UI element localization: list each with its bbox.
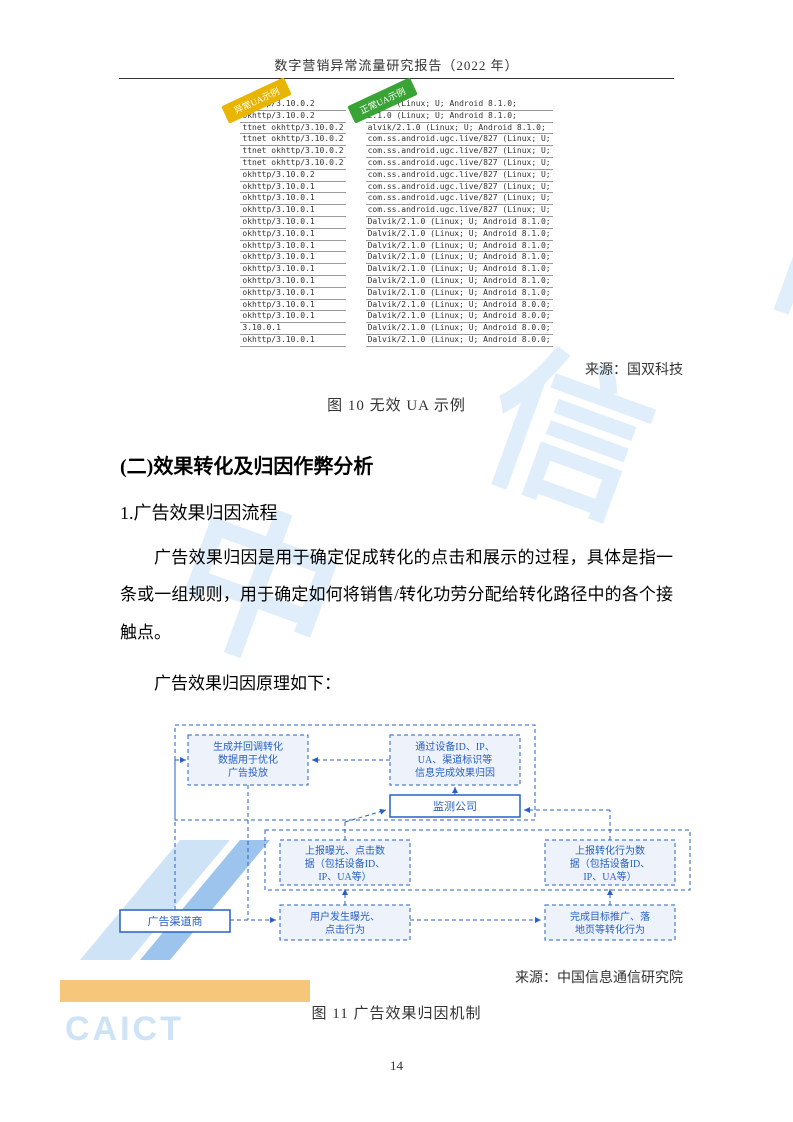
- ua-row: 2.1.0 (Linux; U; Android 8.1.0;: [366, 111, 553, 123]
- ua-right-column: 正常UA示例 2.1.0 (Linux; U; Android 8.1.0;2.…: [366, 99, 553, 347]
- ua-row: Dalvik/2.1.0 (Linux; U; Android 8.1.0;: [366, 264, 553, 276]
- header-title: 数字营销异常流量研究报告（2022 年）: [274, 58, 518, 73]
- ua-row: com.ss.android.ugc.live/827 (Linux; U;: [366, 205, 553, 217]
- attribution-flowchart: 生成并回调转化数据用于优化广告投放 通过设备ID、IP、UA、渠道标识等信息完成…: [100, 720, 693, 955]
- ua-row: okhttp/3.10.0.1: [240, 311, 345, 323]
- ua-row: ttnet okhttp/3.10.0.2: [240, 123, 345, 135]
- figure-10-caption: 图 10 无效 UA 示例: [120, 394, 673, 415]
- ua-row: 3.10.0.1: [240, 323, 345, 335]
- ua-left-column: 异常UA示例 okhttp/3.10.0.2okhttp/3.10.0.2ttn…: [240, 99, 345, 347]
- svg-text:通过设备ID、IP、UA、渠道标识等信息完成效果归因: 通过设备ID、IP、UA、渠道标识等信息完成效果归因: [415, 740, 495, 779]
- ua-row: com.ss.android.ugc.live/827 (Linux; U;: [366, 193, 553, 205]
- ua-row: com.ss.android.ugc.live/827 (Linux; U;: [366, 134, 553, 146]
- ua-row: Dalvik/2.1.0 (Linux; U; Android 8.1.0;: [366, 288, 553, 300]
- ua-row: ttnet okhttp/3.10.0.2: [240, 134, 345, 146]
- page-number: 14: [0, 1058, 793, 1074]
- ua-row: Dalvik/2.1.0 (Linux; U; Android 8.1.0;: [366, 252, 553, 264]
- ua-row: Dalvik/2.1.0 (Linux; U; Android 8.0.0;: [366, 300, 553, 312]
- ua-row: okhttp/3.10.0.1: [240, 241, 345, 253]
- section-heading-3: 1.广告效果归因流程: [120, 499, 673, 525]
- ua-row: okhttp/3.10.0.2: [240, 170, 345, 182]
- paragraph-1: 广告效果归因是用于确定促成转化的点击和展示的过程，具体是指一条或一组规则，用于确…: [120, 539, 673, 651]
- ua-row: com.ss.android.ugc.live/827 (Linux; U;: [366, 158, 553, 170]
- ua-row: com.ss.android.ugc.live/827 (Linux; U;: [366, 170, 553, 182]
- ua-row: com.ss.android.ugc.live/827 (Linux; U;: [366, 182, 553, 194]
- ua-row: Dalvik/2.1.0 (Linux; U; Android 8.1.0;: [366, 217, 553, 229]
- ua-row: Dalvik/2.1.0 (Linux; U; Android 8.0.0;: [366, 311, 553, 323]
- ua-row: Dalvik/2.1.0 (Linux; U; Android 8.0.0;: [366, 335, 553, 347]
- figure-11-source: 来源：中国信息通信研究院: [120, 967, 683, 987]
- ua-row: ttnet okhttp/3.10.0.2: [240, 146, 345, 158]
- ua-row: Dalvik/2.1.0 (Linux; U; Android 8.0.0;: [366, 323, 553, 335]
- ua-row: okhttp/3.10.0.1: [240, 288, 345, 300]
- figure-10-source: 来源：国双科技: [120, 359, 683, 379]
- ua-row: com.ss.android.ugc.live/827 (Linux; U;: [366, 146, 553, 158]
- figure-11-caption: 图 11 广告效果归因机制: [120, 1002, 673, 1023]
- ua-row: okhttp/3.10.0.1: [240, 182, 345, 194]
- page-header: 数字营销异常流量研究报告（2022 年）: [0, 0, 793, 79]
- header-rule: [119, 78, 674, 79]
- ua-row: okhttp/3.10.0.1: [240, 217, 345, 229]
- ua-row: okhttp/3.10.0.1: [240, 229, 345, 241]
- ua-row: ttnet okhttp/3.10.0.2: [240, 158, 345, 170]
- ua-row: okhttp/3.10.0.1: [240, 193, 345, 205]
- section-heading-2: (二)效果转化及归因作弊分析: [120, 450, 673, 479]
- ua-row: alvik/2.1.0 (Linux; U; Android 8.1.0;: [366, 123, 553, 135]
- ua-row: okhttp/3.10.0.1: [240, 205, 345, 217]
- ua-row: okhttp/3.10.0.1: [240, 276, 345, 288]
- paragraph-2: 广告效果归因原理如下：: [120, 665, 673, 702]
- ua-row: okhttp/3.10.0.1: [240, 300, 345, 312]
- ua-example-figure: 异常UA示例 okhttp/3.10.0.2okhttp/3.10.0.2ttn…: [120, 99, 673, 347]
- ua-row: okhttp/3.10.0.1: [240, 335, 345, 347]
- ua-row: okhttp/3.10.0.1: [240, 264, 345, 276]
- ua-row: Dalvik/2.1.0 (Linux; U; Android 8.1.0;: [366, 229, 553, 241]
- ua-row: okhttp/3.10.0.2: [240, 111, 345, 123]
- ua-row: okhttp/3.10.0.1: [240, 252, 345, 264]
- ua-row: Dalvik/2.1.0 (Linux; U; Android 8.1.0;: [366, 276, 553, 288]
- svg-text:监测公司: 监测公司: [433, 800, 477, 813]
- ua-row: Dalvik/2.1.0 (Linux; U; Android 8.1.0;: [366, 241, 553, 253]
- svg-text:广告渠道商: 广告渠道商: [148, 914, 203, 928]
